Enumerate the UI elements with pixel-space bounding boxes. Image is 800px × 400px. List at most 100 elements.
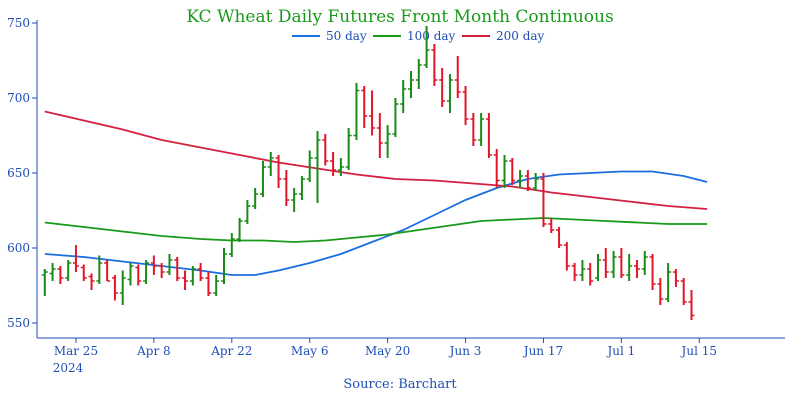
ohlc-bar <box>439 68 446 107</box>
ohlc-bar <box>166 254 173 275</box>
ohlc-bar <box>423 26 430 68</box>
source-label: Source: Barchart <box>343 377 457 392</box>
ohlc-bar <box>127 263 134 286</box>
x-tick-label: May 20 <box>365 344 410 358</box>
ohlc-bar <box>150 255 157 275</box>
ohlc-bar <box>353 83 360 140</box>
ohlc-bar <box>556 227 563 248</box>
y-tick-label: 600 <box>7 241 30 255</box>
ohlc-bar <box>657 278 664 305</box>
ohlc-bar <box>672 269 679 287</box>
ohlc-bar <box>532 173 539 191</box>
legend-label-50-day: 50 day <box>326 29 367 43</box>
y-tick-label: 650 <box>7 166 30 180</box>
ohlc-bar <box>298 176 305 200</box>
ohlc-bar <box>408 71 414 98</box>
ohlc-bar <box>275 155 282 188</box>
ohlc-bar <box>688 290 695 320</box>
ohlc-bar <box>213 275 220 296</box>
x-tick-label: Apr 22 <box>210 344 252 358</box>
x-tick-label: Jun 3 <box>448 344 482 358</box>
ohlc-bar <box>509 158 516 185</box>
ohlc-bar <box>189 266 196 286</box>
x-tick-label: Mar 25 <box>54 344 98 358</box>
ohlc-bar <box>369 90 376 136</box>
ohlc-bar <box>197 263 204 281</box>
ohlc-bar <box>96 255 103 284</box>
ohlc-bar <box>314 131 321 203</box>
ohlc-bar <box>618 248 625 278</box>
ohlc-bar <box>104 260 111 282</box>
ohlc-bar <box>88 273 95 290</box>
ohlc-bar <box>41 269 48 296</box>
ohlc-bar <box>626 254 633 281</box>
ohlc-bar <box>501 155 508 188</box>
ohlc-bar <box>454 56 461 98</box>
ohlc-bar <box>446 74 453 113</box>
ohlc-bar <box>337 158 344 176</box>
ohlc-bar <box>49 263 56 281</box>
x-axis: Mar 25 Apr 8 Apr 22 May 6 May 20 Jun 3 Jun 17 J… <box>37 337 785 358</box>
ohlc-bar <box>485 113 492 158</box>
ohlc-bar <box>548 218 555 233</box>
ohlc-bar <box>431 44 438 86</box>
ohlc-bar <box>470 113 477 146</box>
ohlc-bar <box>493 149 500 188</box>
ohlc-bar <box>244 200 251 224</box>
ohlc-bar <box>252 188 259 209</box>
ohlc-bar <box>633 260 640 278</box>
ohlc-bar <box>649 254 656 290</box>
y-axis: 550 600 650 700 750 <box>7 16 38 338</box>
ohlc-bar <box>517 170 524 188</box>
x-tick-label: Jul 1 <box>605 344 635 358</box>
ohlc-bar <box>259 161 266 197</box>
ohlc-bar <box>376 113 383 158</box>
ohlc-bar <box>415 59 422 89</box>
ohlc-bar <box>80 264 87 281</box>
ohlc-bar <box>579 260 586 281</box>
ohlc-bar <box>135 264 142 286</box>
ohlc-bar <box>322 134 329 166</box>
ohlc-bar <box>571 263 578 281</box>
ohlc-bar <box>462 86 469 125</box>
ohlc-bar <box>291 188 298 212</box>
y-tick-label: 750 <box>7 16 30 30</box>
ohlc-bar <box>221 248 227 284</box>
ohlc-bar <box>236 218 243 242</box>
x-tick-label: May 6 <box>291 344 329 358</box>
ohlc-bar <box>283 170 290 206</box>
series-line-100-day <box>44 217 708 243</box>
y-tick-label: 550 <box>7 316 30 330</box>
x-axis-year-label: 2024 <box>53 361 84 375</box>
ohlc-bar <box>361 86 368 128</box>
ohlc-bar <box>680 278 687 305</box>
ohlc-bar <box>602 248 609 278</box>
x-tick-label: Apr 8 <box>136 344 171 358</box>
series-line-200-day <box>44 110 708 210</box>
ohlc-bar <box>57 266 64 284</box>
ohlc-bar <box>182 270 189 290</box>
ohlc-bar <box>143 260 150 284</box>
ohlc-bar <box>478 113 485 146</box>
ohlc-bar <box>384 125 391 158</box>
ohlc-bar <box>392 98 399 137</box>
ohlc-bar <box>228 233 235 257</box>
ohlc-bar <box>205 272 212 296</box>
legend-label-100-day: 100 day <box>407 29 456 43</box>
ohlc-bar <box>158 263 165 278</box>
ohlc-bar <box>119 270 126 305</box>
ohlc-bar <box>174 257 181 281</box>
ohlc-bar <box>540 173 547 227</box>
x-tick-label: Jul 15 <box>680 344 717 358</box>
ohlc-bar <box>72 245 79 272</box>
y-tick-label: 700 <box>7 91 30 105</box>
ohlc-bar <box>111 275 118 301</box>
series-line-50-day <box>44 170 708 276</box>
legend: 50 day 100 day 200 day <box>292 29 545 43</box>
ohlc-bar <box>345 128 352 170</box>
ohlc-bar <box>665 263 672 302</box>
legend-label-200-day: 200 day <box>496 29 545 43</box>
ohlc-bar <box>610 251 617 278</box>
